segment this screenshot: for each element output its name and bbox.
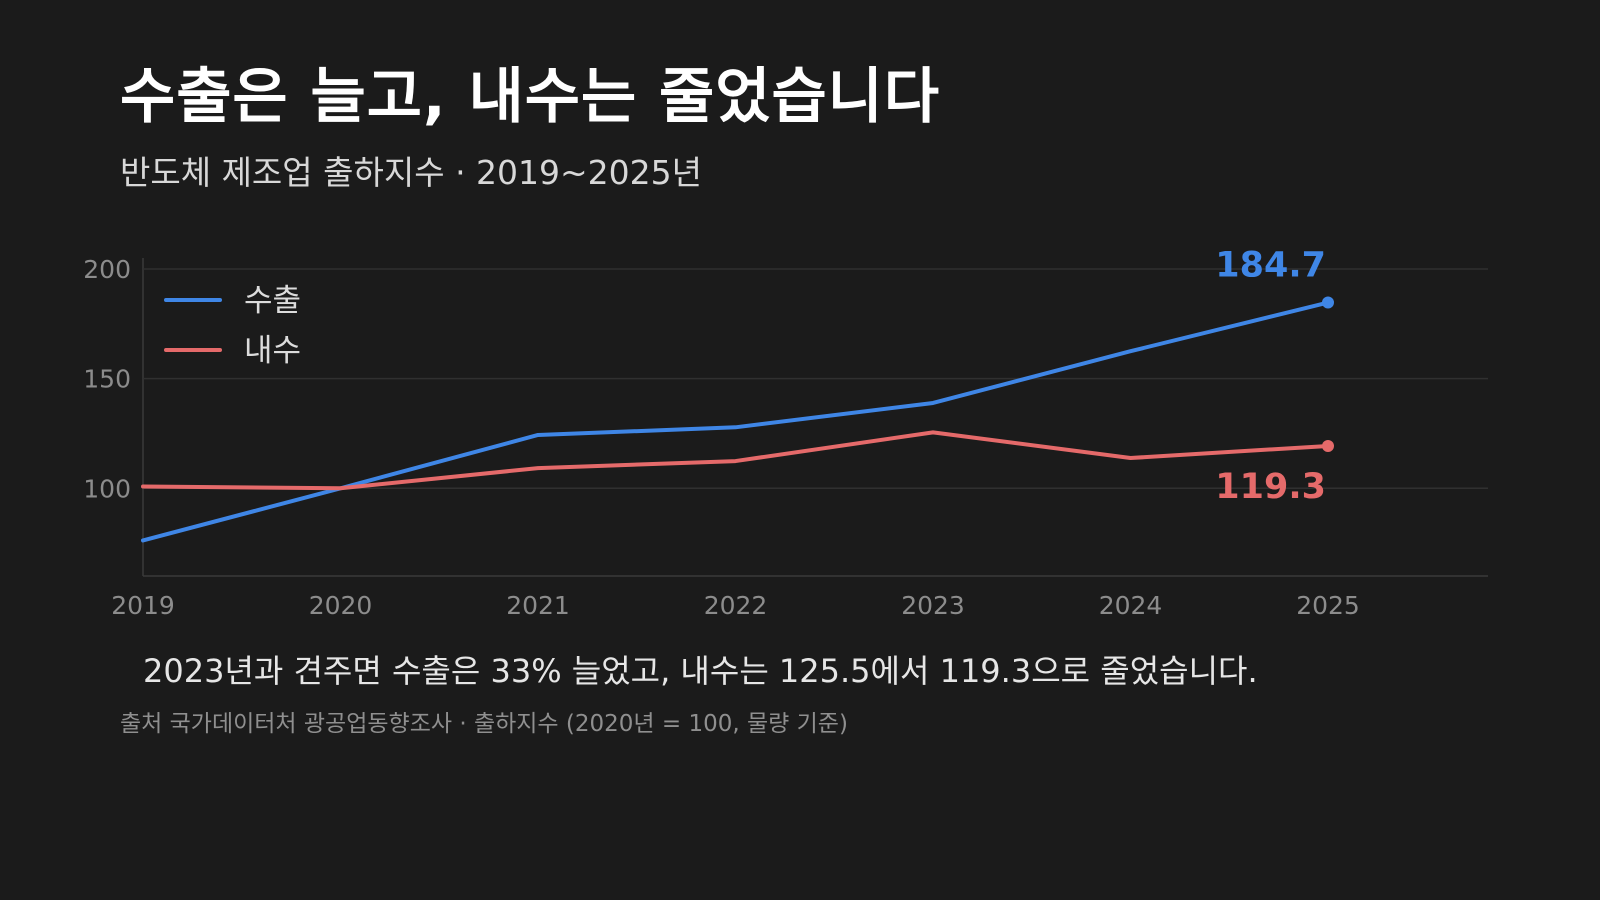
x-tick-label: 2021 [506, 591, 570, 620]
x-tick-label: 2020 [309, 591, 373, 620]
y-tick-label: 100 [83, 474, 131, 503]
x-tick-label: 2022 [704, 591, 768, 620]
line-chart: 100 150 200 2019 2020 2021 2022 2023 2024 2025 184… [83, 246, 1488, 620]
legend-label: 수출 [244, 283, 301, 319]
x-tick-label: 2019 [111, 591, 175, 620]
y-tick-label: 150 [83, 365, 131, 394]
y-tick-label: 200 [83, 255, 131, 284]
series-end-point [1322, 296, 1334, 309]
x-tick-label: 2023 [901, 591, 965, 620]
legend-label: 내수 [244, 333, 301, 369]
chart-subtitle: 반도체 제조업 출하지수 · 2019~2025년 [120, 153, 703, 192]
series-line-export [141, 300, 1330, 543]
x-tick-label: 2025 [1296, 591, 1360, 620]
chart-caption: 2023년과 견주면 수출은 33% 늘었고, 내수는 125.5에서 119.… [143, 652, 1258, 690]
data-label: 119.3 [1215, 467, 1326, 507]
series-line-domestic [141, 430, 1330, 491]
chart-source: 출처 국가데이터처 광공업동향조사 · 출하지수 (2020년 = 100, 물… [120, 711, 848, 737]
chart-title: 수출은 늘고, 내수는 줄었습니다 [120, 62, 941, 132]
x-tick-label: 2024 [1099, 591, 1163, 620]
data-label: 184.7 [1215, 246, 1326, 286]
series-end-point [1322, 439, 1334, 452]
